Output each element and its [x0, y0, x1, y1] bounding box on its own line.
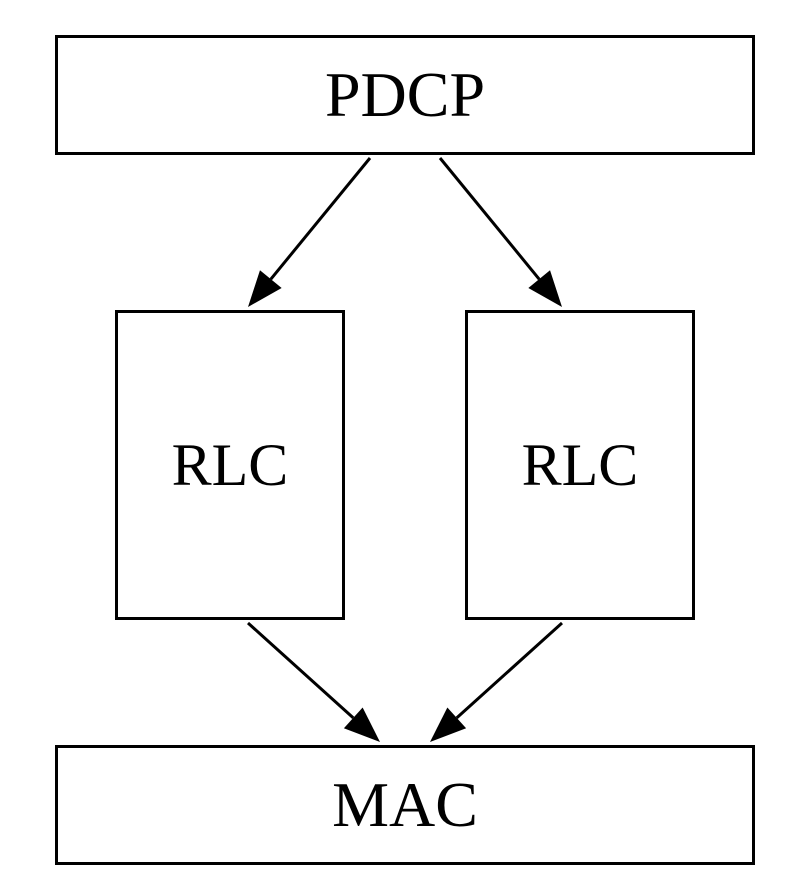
node-pdcp: PDCP — [55, 35, 755, 155]
node-rlc-right: RLC — [465, 310, 695, 620]
edge-arrowhead — [430, 707, 466, 742]
edge-line — [271, 158, 370, 279]
edge-line — [440, 158, 539, 279]
node-rlc-left-label: RLC — [172, 435, 289, 495]
node-mac: MAC — [55, 745, 755, 865]
node-pdcp-label: PDCP — [325, 63, 485, 127]
node-rlc-left: RLC — [115, 310, 345, 620]
edge-arrowhead — [344, 707, 380, 742]
diagram-canvas: PDCP RLC RLC MAC — [0, 0, 808, 896]
edge-line — [457, 623, 562, 718]
node-rlc-right-label: RLC — [522, 435, 639, 495]
node-mac-label: MAC — [332, 773, 478, 837]
edge-line — [248, 623, 353, 718]
edge-arrowhead — [248, 270, 282, 307]
edge-arrowhead — [528, 270, 562, 307]
